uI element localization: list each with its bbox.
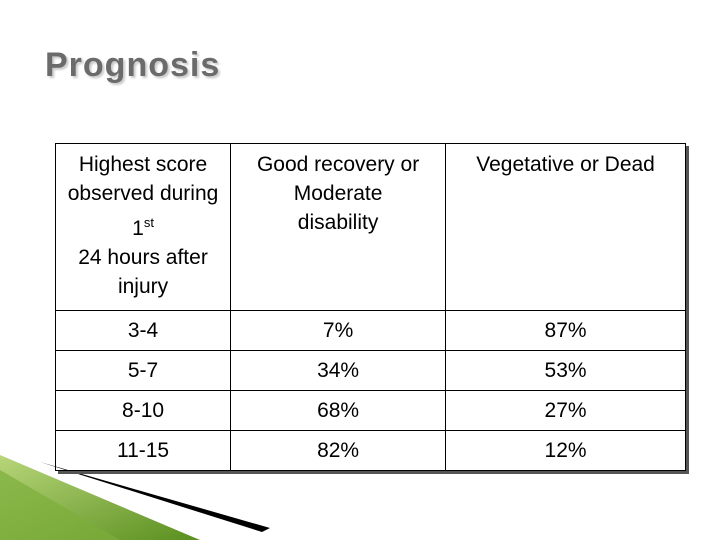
header-text: 24 hours after injury bbox=[78, 246, 208, 298]
table-row: 3-4 7% 87% bbox=[54, 310, 686, 351]
header-sup: st bbox=[143, 215, 154, 230]
table-row: 8-10 68% 27% bbox=[54, 390, 686, 431]
table-cell: 27% bbox=[445, 390, 686, 431]
green-wedge-inner bbox=[0, 470, 120, 540]
table-row: 11-15 82% 12% bbox=[54, 430, 686, 471]
table-cell: 53% bbox=[445, 350, 686, 391]
table-cell: 8-10 bbox=[54, 390, 232, 431]
header-text: Good recovery or Moderate disability bbox=[256, 153, 420, 234]
table-cell: 3-4 bbox=[54, 310, 232, 351]
header-cell: Highest score observed during 1st 24 hour… bbox=[54, 143, 232, 311]
table-cell: 12% bbox=[445, 430, 686, 471]
table-cell: 5-7 bbox=[54, 350, 232, 391]
header-text: Vegetative or Dead bbox=[476, 153, 655, 176]
prognosis-table: Highest score observed during 1st 24 hour… bbox=[54, 143, 686, 471]
table-cell: 7% bbox=[230, 310, 447, 351]
table-cell: 34% bbox=[230, 350, 447, 391]
table-row: 5-7 34% 53% bbox=[54, 350, 686, 391]
header-row: Highest score observed during 1st 24 hour… bbox=[54, 143, 686, 311]
table-cell: 11-15 bbox=[54, 430, 232, 471]
table-cell: 87% bbox=[445, 310, 686, 351]
header-cell: Vegetative or Dead bbox=[445, 143, 686, 311]
black-stroke bbox=[40, 462, 270, 532]
table-cell: 68% bbox=[230, 390, 447, 431]
header-text: Highest score observed during 1 bbox=[67, 153, 219, 240]
table-cell: 82% bbox=[230, 430, 447, 471]
slide-title: Prognosis bbox=[45, 46, 221, 84]
header-cell: Good recovery or Moderate disability bbox=[230, 143, 447, 311]
